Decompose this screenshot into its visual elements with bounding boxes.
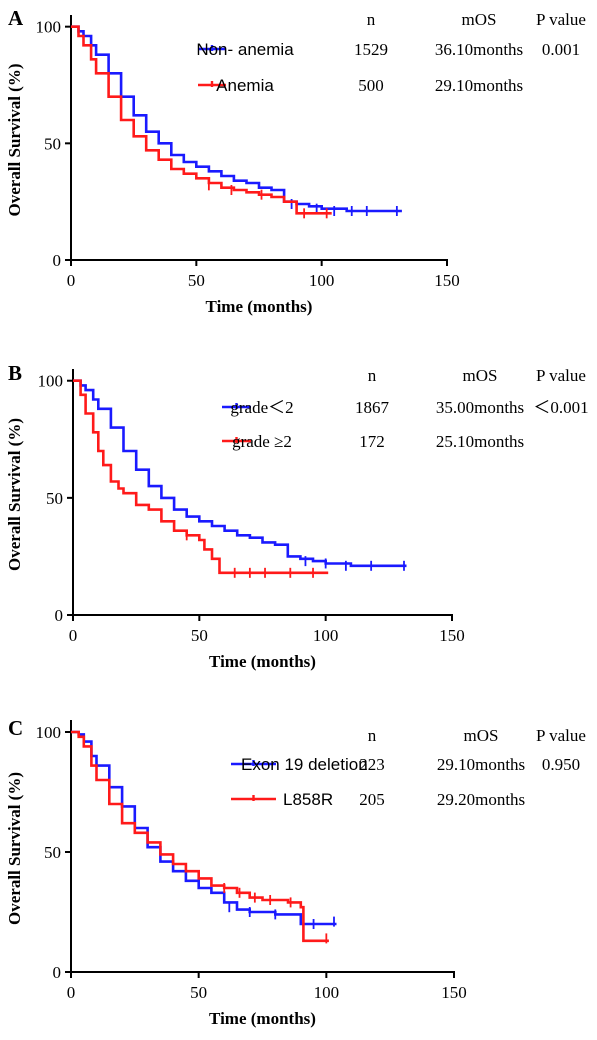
header-p-value: P value [536,10,586,29]
y-tick-label: 0 [55,606,64,625]
legend-label: L858R [283,790,333,809]
legend-mos-value: 29.20months [437,790,525,809]
x-tick-label: 150 [434,271,460,290]
legend-n-value: 223 [359,755,385,774]
header-n: n [368,726,377,745]
header-n: n [367,10,376,29]
legend-n-value: 205 [359,790,385,809]
header-p-value: P value [536,366,586,385]
y-tick-label: 100 [38,372,64,391]
y-tick-label: 50 [44,843,61,862]
header-mos: mOS [464,726,499,745]
y-tick-label: 0 [53,963,62,982]
y-axis-title: Overall Survival (%) [5,772,24,925]
legend-label: grade＜2 [230,398,293,417]
y-tick-label: 50 [46,489,63,508]
survival-curve-blue [73,379,407,568]
legend-n-value: 172 [359,432,385,451]
panel-letter: B [8,361,22,385]
p-value: ＜0.001 [533,398,588,417]
y-axis-title: Overall Survival (%) [5,418,24,571]
x-tick-label: 50 [190,983,207,1002]
x-tick-label: 0 [67,983,76,1002]
x-tick-label: 50 [188,271,205,290]
survival-curve-red [71,730,329,943]
y-tick-label: 100 [36,18,62,37]
x-axis-title: Time (months) [206,297,313,316]
y-tick-label: 50 [44,134,61,153]
legend-n-value: 1867 [355,398,390,417]
legend-label: Exon 19 deletion [241,755,368,774]
panel-letter: A [8,6,24,30]
header-n: n [368,366,377,385]
chart-panel-a: A 0 50 100 0 50 100 150 Time (months) Overall Sur… [5,6,586,316]
p-value: 0.950 [542,755,580,774]
x-tick-label: 0 [69,626,78,645]
legend-label: grade ≥2 [232,432,292,451]
legend-n-value: 1529 [354,40,388,59]
header-mos: mOS [462,10,497,29]
x-tick-label: 150 [441,983,467,1002]
panel-letter: C [8,716,23,740]
x-axis-title: Time (months) [209,1009,316,1028]
legend-n-value: 500 [358,76,384,95]
y-tick-label: 100 [36,723,62,742]
x-tick-label: 50 [191,626,208,645]
y-tick-label: 0 [53,251,62,270]
p-value: 0.001 [542,40,580,59]
legend-label: Non- anemia [196,40,294,59]
legend-mos-value: 36.10months [435,40,523,59]
survival-curve-red [71,25,332,215]
y-axis-title: Overall Survival (%) [5,64,24,217]
legend-mos-value: 29.10months [437,755,525,774]
legend-mos-value: 35.00months [436,398,524,417]
chart-panel-b: B 0 50 100 0 50 100 150 Time (months) Overall Sur… [5,361,589,671]
legend-label: Anemia [216,76,274,95]
chart-panel-c: C 0 50 100 0 50 100 150 Time (months) Overall Sur… [5,716,586,1028]
x-tick-label: 150 [439,626,465,645]
header-mos: mOS [463,366,498,385]
x-axis-title: Time (months) [209,652,316,671]
x-tick-label: 100 [309,271,335,290]
x-tick-label: 100 [314,983,340,1002]
legend-mos-value: 29.10months [435,76,523,95]
survival-curve-red [73,379,329,575]
header-p-value: P value [536,726,586,745]
legend-mos-value: 25.10months [436,432,524,451]
x-tick-label: 100 [313,626,339,645]
x-tick-label: 0 [67,271,76,290]
